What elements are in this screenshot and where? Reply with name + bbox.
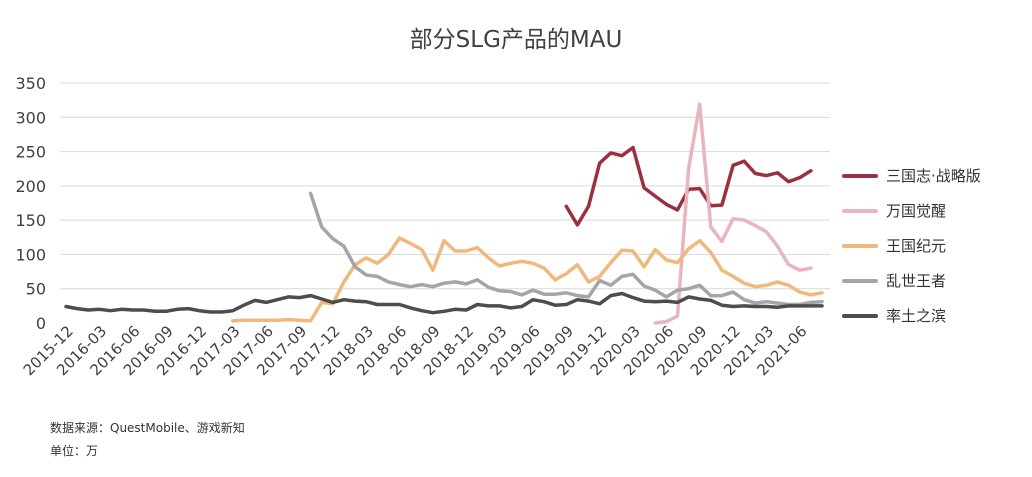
legend-item: 万国觉醒 xyxy=(842,193,1022,228)
y-tick-label: 0 xyxy=(36,314,46,333)
series-line-4 xyxy=(64,291,824,315)
y-tick-label: 50 xyxy=(26,280,46,299)
y-axis-ticks: 0 50 100 150 200 250 300 350 xyxy=(15,74,46,333)
legend-item: 三国志·战略版 xyxy=(842,158,1022,193)
legend: 三国志·战略版 万国觉醒王国纪元乱世王者率土之滨 xyxy=(842,158,1022,333)
legend-swatch xyxy=(842,208,878,213)
legend-item: 王国纪元 xyxy=(842,228,1022,263)
y-tick-label: 200 xyxy=(15,177,46,196)
x-axis-ticks: 2015-122016-032016-062016-092016-122017-… xyxy=(20,322,811,379)
legend-label: 率土之滨 xyxy=(886,307,947,325)
legend-label: 乱世王者 xyxy=(886,272,947,290)
chart-title: 部分SLG产品的MAU xyxy=(409,27,623,53)
series-line-1 xyxy=(653,102,813,325)
y-tick-label: 300 xyxy=(15,108,46,127)
legend-swatch xyxy=(842,313,878,318)
legend-swatch xyxy=(842,278,878,283)
series-line-2 xyxy=(231,236,824,323)
legend-label: 三国志·战略版 xyxy=(886,167,981,185)
y-tick-label: 150 xyxy=(15,211,46,230)
legend-item: 率土之滨 xyxy=(842,298,1022,333)
legend-label: 王国纪元 xyxy=(886,237,947,255)
source-note: 数据来源：QuestMobile、游戏新知 xyxy=(50,421,245,435)
y-tick-label: 100 xyxy=(15,245,46,264)
y-tick-label: 250 xyxy=(15,143,46,162)
legend-swatch xyxy=(842,243,878,248)
series-line-3 xyxy=(308,191,824,307)
unit-note: 单位：万 xyxy=(50,444,99,458)
legend-label: 万国觉醒 xyxy=(886,202,947,220)
series-lines xyxy=(64,102,824,325)
y-tick-label: 350 xyxy=(15,74,46,93)
legend-item: 乱世王者 xyxy=(842,263,1022,298)
legend-swatch xyxy=(842,173,878,178)
